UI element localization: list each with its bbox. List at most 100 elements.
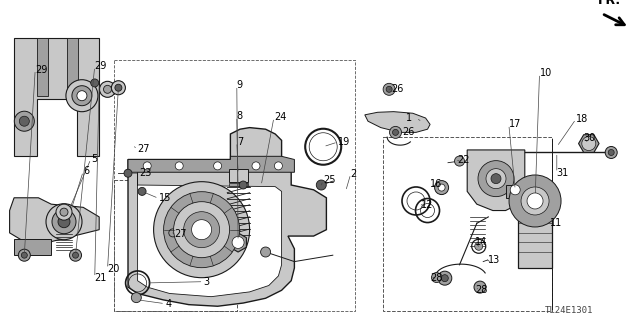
Circle shape bbox=[431, 272, 442, 283]
Bar bbox=[518, 201, 552, 268]
Circle shape bbox=[475, 242, 483, 250]
Circle shape bbox=[438, 184, 445, 191]
Polygon shape bbox=[10, 198, 99, 242]
Circle shape bbox=[275, 162, 282, 170]
Circle shape bbox=[131, 293, 141, 303]
Text: 27: 27 bbox=[174, 229, 187, 239]
Polygon shape bbox=[138, 166, 282, 297]
Polygon shape bbox=[67, 38, 78, 96]
Circle shape bbox=[232, 236, 244, 249]
Circle shape bbox=[252, 162, 260, 170]
Text: 18: 18 bbox=[576, 114, 588, 124]
Polygon shape bbox=[14, 239, 51, 255]
Circle shape bbox=[435, 181, 449, 195]
Circle shape bbox=[124, 169, 132, 177]
Text: 8: 8 bbox=[237, 111, 243, 122]
Polygon shape bbox=[14, 38, 99, 156]
Bar bbox=[229, 169, 248, 182]
Text: TL24E1301: TL24E1301 bbox=[545, 306, 594, 315]
Circle shape bbox=[52, 210, 76, 234]
Text: 7: 7 bbox=[237, 137, 243, 147]
Polygon shape bbox=[579, 135, 599, 152]
Circle shape bbox=[608, 150, 614, 155]
Text: 28: 28 bbox=[475, 285, 487, 295]
Circle shape bbox=[154, 182, 250, 278]
Text: 14: 14 bbox=[475, 237, 487, 248]
Text: 31: 31 bbox=[557, 168, 569, 178]
Text: 23: 23 bbox=[140, 168, 152, 178]
Circle shape bbox=[527, 193, 543, 209]
Circle shape bbox=[510, 185, 520, 195]
Text: 11: 11 bbox=[550, 218, 563, 228]
Circle shape bbox=[478, 161, 514, 197]
Text: 16: 16 bbox=[430, 179, 442, 189]
Bar bbox=[383, 137, 552, 311]
Circle shape bbox=[111, 81, 125, 95]
Text: 15: 15 bbox=[159, 193, 171, 204]
Circle shape bbox=[143, 162, 151, 170]
Circle shape bbox=[316, 180, 326, 190]
Circle shape bbox=[474, 281, 486, 293]
Polygon shape bbox=[467, 150, 525, 211]
Text: 22: 22 bbox=[458, 155, 470, 166]
Circle shape bbox=[21, 252, 28, 258]
Text: FR.: FR. bbox=[598, 0, 621, 7]
Circle shape bbox=[100, 81, 116, 97]
Text: 4: 4 bbox=[165, 299, 172, 309]
Circle shape bbox=[454, 156, 465, 166]
Text: 27: 27 bbox=[138, 144, 150, 154]
Bar bbox=[114, 180, 237, 311]
Circle shape bbox=[239, 181, 247, 189]
Polygon shape bbox=[128, 156, 294, 172]
Bar bbox=[114, 60, 355, 311]
Circle shape bbox=[260, 247, 271, 257]
Circle shape bbox=[138, 187, 146, 196]
Bar bbox=[229, 183, 248, 186]
Text: 26: 26 bbox=[402, 127, 414, 137]
Circle shape bbox=[605, 146, 617, 159]
Text: 29: 29 bbox=[95, 61, 107, 71]
Polygon shape bbox=[230, 233, 246, 252]
Circle shape bbox=[19, 116, 29, 126]
Text: 19: 19 bbox=[338, 137, 350, 147]
Circle shape bbox=[14, 111, 35, 131]
Text: 13: 13 bbox=[488, 255, 500, 265]
Circle shape bbox=[521, 187, 549, 215]
Circle shape bbox=[390, 126, 401, 138]
Circle shape bbox=[173, 202, 230, 258]
Text: 28: 28 bbox=[430, 272, 442, 283]
Text: 6: 6 bbox=[83, 166, 90, 176]
Polygon shape bbox=[128, 128, 326, 306]
Circle shape bbox=[164, 192, 239, 268]
Text: 10: 10 bbox=[540, 68, 552, 78]
Circle shape bbox=[438, 271, 452, 285]
Circle shape bbox=[115, 84, 122, 91]
Text: 25: 25 bbox=[323, 175, 336, 185]
Text: 26: 26 bbox=[392, 84, 404, 94]
Text: 30: 30 bbox=[584, 133, 596, 143]
Circle shape bbox=[19, 249, 30, 261]
Text: 29: 29 bbox=[35, 64, 47, 75]
Bar bbox=[506, 185, 525, 198]
Circle shape bbox=[486, 169, 506, 189]
Circle shape bbox=[491, 174, 501, 184]
Circle shape bbox=[509, 175, 561, 227]
Text: 9: 9 bbox=[237, 80, 243, 91]
Text: 12: 12 bbox=[421, 200, 433, 210]
Text: 21: 21 bbox=[95, 272, 107, 283]
Text: 20: 20 bbox=[108, 264, 120, 274]
Circle shape bbox=[442, 275, 448, 282]
Text: 3: 3 bbox=[204, 277, 210, 287]
Polygon shape bbox=[37, 38, 48, 96]
Polygon shape bbox=[365, 112, 430, 132]
Text: 1: 1 bbox=[406, 113, 413, 123]
Text: 24: 24 bbox=[274, 112, 286, 122]
Circle shape bbox=[392, 130, 399, 135]
Circle shape bbox=[386, 86, 392, 92]
Circle shape bbox=[77, 91, 87, 101]
Circle shape bbox=[169, 229, 177, 237]
Circle shape bbox=[72, 86, 92, 106]
Circle shape bbox=[72, 252, 79, 258]
Circle shape bbox=[91, 79, 99, 87]
Circle shape bbox=[383, 83, 395, 95]
